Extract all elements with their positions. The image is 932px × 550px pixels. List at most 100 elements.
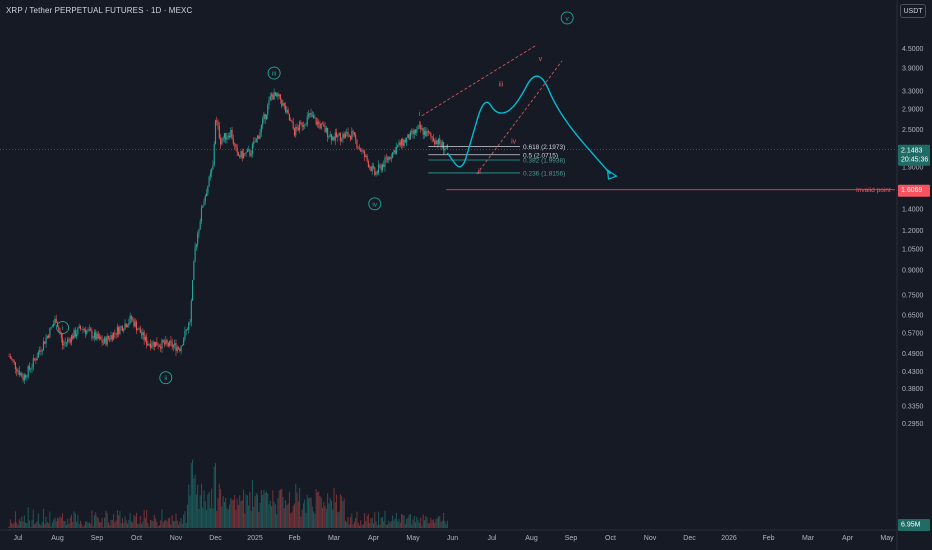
candle-body: [214, 120, 217, 144]
volume-bar: [436, 518, 438, 528]
candle-body: [365, 155, 367, 157]
candle-body: [265, 114, 268, 120]
time-tick-label: Jun: [447, 535, 458, 542]
volume-bar: [134, 516, 136, 528]
candle-body: [263, 114, 265, 119]
volume-bar: [248, 505, 250, 528]
candle-body: [35, 359, 37, 361]
candle-body: [314, 117, 316, 119]
currency-button[interactable]: USDT: [900, 4, 926, 18]
candle-body: [432, 137, 434, 142]
volume-bar: [222, 496, 224, 528]
candle-body: [439, 138, 441, 144]
candle-body: [146, 336, 148, 346]
volume-bar: [72, 522, 74, 528]
candle-body: [93, 332, 96, 338]
volume-bar: [292, 505, 294, 528]
volume-bar: [381, 516, 383, 528]
volume-bar: [85, 521, 87, 528]
candle-body: [323, 124, 325, 127]
volume-bar: [332, 509, 334, 528]
volume-bar: [81, 523, 83, 528]
price-tick-label: 0.4300: [902, 369, 924, 376]
candle-body: [300, 122, 302, 123]
volume-bar: [246, 495, 248, 528]
candle-body: [393, 150, 395, 153]
volume-bar: [90, 524, 92, 528]
volume-bar: [36, 521, 38, 528]
time-tick-label: 2025: [247, 535, 263, 542]
volume-bar: [306, 494, 308, 528]
volume-bar: [366, 515, 368, 528]
volume-bar: [185, 522, 187, 528]
volume-bar: [77, 515, 79, 528]
candle-body: [170, 340, 172, 343]
candle-body: [91, 330, 93, 339]
candle-body: [23, 374, 25, 381]
candle-body: [367, 160, 369, 168]
candle-body: [372, 165, 375, 168]
volume-bar: [346, 522, 348, 528]
candle-body: [425, 130, 427, 137]
candle-body: [115, 333, 117, 335]
candle-body: [171, 342, 173, 348]
volume-bar: [376, 525, 378, 528]
candle-body: [13, 360, 15, 363]
time-tick-label: Nov: [644, 535, 657, 542]
volume-bar: [119, 510, 121, 528]
price-tick-label: 1.2000: [902, 228, 924, 235]
candle-body: [36, 357, 38, 361]
volume-bar: [373, 523, 374, 528]
candle-body: [306, 116, 308, 125]
candle-body: [25, 374, 27, 378]
candle-body: [221, 140, 223, 145]
wave-label-circle: [368, 197, 382, 211]
candle-body: [166, 340, 168, 344]
candle-body: [436, 140, 438, 145]
last-price-badge-text: 20:45:36: [901, 156, 928, 163]
volume-bar: [183, 514, 185, 528]
volume-bar: [315, 488, 317, 528]
volume-bar: [369, 523, 371, 528]
candle-body: [346, 132, 348, 134]
volume-bar: [16, 522, 18, 528]
candle-body: [163, 342, 166, 345]
volume-bar: [41, 522, 43, 528]
candle-body: [179, 348, 181, 352]
volume-bar: [389, 522, 391, 528]
candle-body: [356, 139, 358, 148]
volume-bar: [265, 491, 267, 528]
candle-body: [301, 122, 303, 127]
candle-body: [273, 92, 275, 100]
volume-bar: [337, 512, 339, 528]
volume-bar: [393, 520, 395, 528]
candle-body: [11, 358, 13, 360]
volume-bar: [283, 508, 285, 528]
volume-bar: [184, 511, 186, 528]
volume-bar: [57, 517, 58, 528]
candle-body: [133, 319, 135, 327]
volume-bar: [213, 466, 215, 528]
candle-body: [212, 164, 214, 170]
volume-bar: [334, 502, 336, 528]
candle-body: [411, 130, 413, 132]
candle-body: [283, 103, 285, 106]
volume-bar: [101, 517, 103, 528]
volume-bar: [220, 488, 222, 528]
volume-bar: [193, 478, 195, 528]
volume-bar: [225, 497, 227, 528]
volume-bar: [160, 520, 162, 528]
candle-body: [388, 156, 390, 160]
price-axis: 4.5000 3.9000 3.3000 2.9000 2.5000 1.9000 1.40…: [896, 0, 930, 550]
candle-body: [332, 136, 334, 141]
volume-bar: [37, 513, 39, 528]
time-tick-label: May: [406, 535, 420, 542]
candle-body: [17, 370, 19, 372]
candle-body: [386, 158, 389, 160]
candle-body: [127, 325, 129, 327]
volume-bar: [408, 514, 410, 528]
volume-bar: [388, 520, 390, 528]
volume-bar: [54, 517, 56, 528]
price-tick-label: 2.5000: [902, 127, 924, 134]
